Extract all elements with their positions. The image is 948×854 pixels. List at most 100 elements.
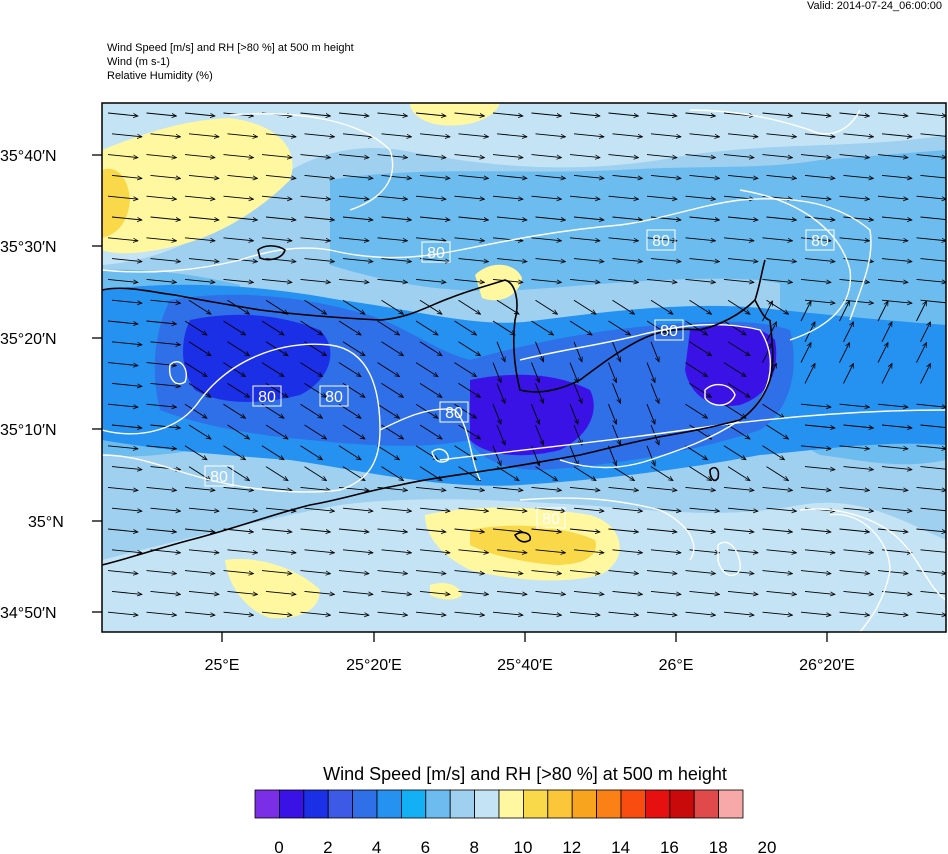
- rh-contour-loop-east: [704, 383, 736, 406]
- rh-contour-loop-small: [168, 361, 187, 385]
- wind-arrow: [881, 258, 912, 262]
- wind-arrow: [690, 633, 720, 636]
- wind-arrow: [188, 507, 219, 511]
- wind-arrow: [492, 404, 501, 424]
- wind-arrow: [877, 112, 908, 116]
- wind-arrow: [916, 112, 946, 116]
- wind-arrow: [459, 633, 489, 636]
- wind-arrow: [111, 174, 142, 178]
- colorbar-swatch: [718, 789, 744, 819]
- wind-arrow: [458, 133, 489, 137]
- wind-arrow: [107, 320, 138, 324]
- wind-arrow: [146, 611, 177, 615]
- wind-arrow: [800, 154, 831, 158]
- wind-arrow: [573, 590, 604, 594]
- colorbar-swatch: [547, 789, 573, 819]
- crete-north-coast: [102, 259, 766, 393]
- wind-arrow: [492, 445, 501, 466]
- wind-arrow: [261, 611, 292, 615]
- wind-arrow: [184, 403, 207, 418]
- wind-arrow: [762, 278, 793, 282]
- wind-arrow: [646, 528, 677, 532]
- lat-axis: [92, 154, 102, 613]
- wind-arrow: [492, 486, 523, 490]
- wind-arrow: [531, 278, 562, 282]
- wind-arrow: [304, 549, 335, 553]
- wind-arrow: [223, 362, 246, 377]
- wind-arrow: [458, 383, 481, 397]
- wind-arrow: [689, 299, 712, 314]
- wind-arrow: [189, 633, 219, 636]
- wind-arrow: [723, 362, 746, 377]
- wind-arrow: [531, 528, 562, 532]
- rh-contour-east: [739, 189, 852, 341]
- wind-arrow: [338, 362, 361, 377]
- wind-arrow: [338, 320, 361, 335]
- colorbar-swatch: [376, 789, 402, 819]
- wind-arrow: [223, 403, 246, 418]
- wind-arrow: [150, 216, 181, 220]
- wind-arrow: [685, 112, 716, 116]
- wind-arrow: [419, 216, 450, 220]
- wind-arrow: [569, 611, 600, 615]
- wind-arrow: [146, 237, 177, 241]
- wind-arrow: [646, 278, 677, 282]
- wind-arrow: [419, 174, 450, 178]
- wind-arrow: [305, 633, 335, 636]
- wind-arrow: [727, 133, 758, 137]
- wind-arrow: [261, 445, 284, 460]
- wind-arrow: [342, 299, 365, 314]
- wind-arrow: [265, 133, 296, 137]
- wind-arrow: [377, 403, 400, 418]
- wind-arrow: [111, 258, 142, 262]
- wind-arrow: [146, 486, 177, 490]
- wind-arrow: [766, 466, 789, 481]
- wind-arrow: [492, 528, 523, 532]
- wind-arrow: [804, 258, 835, 262]
- wind-arrow: [107, 611, 138, 615]
- wind-arrow: [574, 633, 604, 636]
- wind-arrow: [800, 486, 831, 490]
- rh-contour-southeast-loop: [829, 513, 891, 632]
- wind-arrow: [535, 549, 566, 553]
- wind-arrow: [304, 507, 335, 511]
- wind-arrow: [265, 299, 288, 314]
- wind-arrow: [304, 590, 335, 594]
- wind-arrow: [223, 195, 254, 199]
- wind-arrow: [608, 528, 639, 532]
- plot-header: Wind Speed [m/s] and RH [>80 %] at 500 m…: [107, 41, 354, 83]
- wind-arrow: [800, 611, 831, 615]
- wind-arrow: [188, 466, 211, 481]
- svg-text:80: 80: [258, 389, 276, 406]
- wind-arrow: [877, 154, 908, 158]
- lon-axis: [221, 632, 828, 642]
- wind-vectors: [107, 112, 946, 636]
- wind-arrow: [766, 258, 797, 262]
- wind-arrow: [613, 633, 643, 636]
- contour-label: 80: [439, 401, 469, 423]
- wind-arrow: [650, 341, 659, 362]
- colorbar-swatch: [596, 789, 622, 819]
- wind-arrow: [111, 549, 142, 553]
- wind-arrow: [107, 237, 138, 241]
- colorbar-label: 6: [421, 838, 430, 854]
- wind-arrow: [419, 424, 442, 439]
- wind-arrow: [839, 611, 870, 615]
- wind-arrow: [800, 403, 831, 407]
- colorbar-label: 12: [562, 838, 581, 854]
- gavdos-islet: [513, 531, 532, 543]
- wind-arrow: [458, 258, 489, 262]
- wind-arrow: [685, 611, 716, 615]
- colorbar-swatch: [620, 789, 646, 819]
- valid-time: Valid: 2014-07-24_06:00:00: [807, 0, 942, 12]
- colorbar-swatch: [523, 789, 549, 819]
- wind-arrow: [150, 507, 181, 511]
- wind-arrow: [685, 445, 708, 460]
- rh-contour-southeast: [799, 508, 946, 601]
- wind-arrow: [304, 133, 335, 137]
- wind-arrow: [804, 590, 835, 594]
- colorbar-title: Wind Speed [m/s] and RH [>80 %] at 500 m…: [323, 764, 727, 784]
- wind-arrow: [381, 133, 412, 137]
- wind-arrow: [227, 424, 250, 439]
- wind-arrow: [650, 299, 673, 314]
